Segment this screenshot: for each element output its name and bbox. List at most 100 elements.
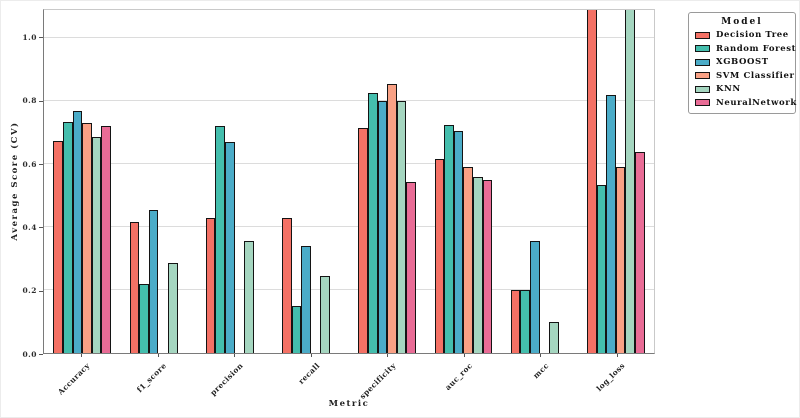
bar-Random Forest-specificity <box>367 93 378 353</box>
bar-XGBOOST-auc_roc <box>453 131 464 353</box>
legend-label: KNN <box>716 84 741 94</box>
bar-slot <box>453 10 464 353</box>
bar-Decision Tree-mcc <box>510 290 521 353</box>
y-tick-label: 0.6 <box>22 159 37 169</box>
legend: Model Decision Tree Random Forest XGBOOST S… <box>688 12 796 114</box>
gridline <box>44 226 654 228</box>
x-tick-label: Accuracy <box>56 361 92 397</box>
y-tick-mark <box>39 164 43 166</box>
bar-slot <box>225 10 235 353</box>
bar-slot <box>235 10 245 353</box>
legend-item-SVM Classifier: SVM Classifier <box>695 71 794 81</box>
bar-Decision Tree-log_loss <box>587 10 597 353</box>
legend-swatch-icon <box>695 45 710 52</box>
bar-slot <box>396 10 407 353</box>
bar-Random Forest-mcc <box>520 290 531 353</box>
bar-SVM Classifier-log_loss <box>615 167 626 353</box>
bar-NeuralNetwork-Accuracy <box>101 126 111 353</box>
bar-slot <box>311 10 321 353</box>
bar-slot <box>82 10 92 353</box>
bar-SVM Classifier-Accuracy <box>82 123 92 353</box>
bar-slot <box>434 10 445 353</box>
gridline <box>44 163 654 165</box>
bar-Random Forest-f1_score <box>139 283 149 353</box>
bar-KNN-specificity <box>396 101 407 353</box>
bar-KNN-recall <box>320 275 331 353</box>
bar-slot <box>158 10 168 353</box>
bar-XGBOOST-precision <box>225 142 235 353</box>
legend-label: NeuralNetwork <box>716 97 797 108</box>
bar-Decision Tree-recall <box>282 217 292 353</box>
y-tick-label: 0.2 <box>22 286 37 296</box>
x-tick-label: precision <box>208 361 245 398</box>
bar-KNN-Accuracy <box>91 137 102 353</box>
legend-item-Random Forest: Random Forest <box>695 44 796 54</box>
bar-slot <box>167 10 178 353</box>
legend-label: Random Forest <box>716 43 797 54</box>
bar-slot <box>472 10 483 353</box>
bar-group-log_loss <box>578 10 654 353</box>
bar-slot <box>482 10 493 353</box>
bar-Decision Tree-precision <box>205 217 216 353</box>
bar-slot <box>367 10 378 353</box>
bar-slot <box>444 10 454 353</box>
legend-label: Decision Tree <box>716 30 789 40</box>
bar-slot <box>606 10 616 353</box>
x-tick-mark <box>616 354 618 357</box>
bar-group-specificity <box>349 10 425 353</box>
legend-swatch-icon <box>695 31 710 39</box>
legend-swatch-icon <box>695 58 710 66</box>
bar-slot <box>625 10 636 353</box>
bar-KNN-f1_score <box>167 263 178 353</box>
y-tick-mark <box>39 37 43 39</box>
bar-KNN-auc_roc <box>472 176 483 353</box>
bar-Decision Tree-auc_roc <box>434 159 445 353</box>
bar-slot <box>53 10 63 353</box>
legend-swatch-icon <box>695 99 710 106</box>
bar-slot <box>530 10 540 353</box>
y-tick-label: 0.0 <box>22 349 37 359</box>
x-tick-label: mcc <box>531 361 551 381</box>
x-tick-label: auc_roc <box>443 361 475 393</box>
bar-Decision Tree-specificity <box>358 128 368 353</box>
gridline <box>44 37 654 39</box>
bar-slot <box>205 10 216 353</box>
bar-slot <box>549 10 559 353</box>
y-tick-label: 1.0 <box>22 32 37 42</box>
x-tick-label: log_loss <box>595 361 628 394</box>
bar-slot <box>520 10 531 353</box>
bar-Random Forest-auc_roc <box>444 124 454 353</box>
bar-NeuralNetwork-auc_roc <box>482 179 493 353</box>
bar-SVM Classifier-specificity <box>387 83 397 353</box>
bar-KNN-mcc <box>549 321 559 353</box>
legend-items: Decision Tree Random Forest XGBOOST SVM Cla… <box>695 30 796 108</box>
bar-slot <box>387 10 397 353</box>
bar-slot <box>178 10 188 353</box>
bar-slot <box>91 10 102 353</box>
y-tick-label: 0.4 <box>22 222 37 232</box>
bar-slot <box>139 10 149 353</box>
legend-item-Decision Tree: Decision Tree <box>695 30 789 40</box>
x-tick-label: recall <box>296 361 322 386</box>
plot-area <box>43 9 655 354</box>
bar-Random Forest-precision <box>215 126 226 353</box>
bar-slot <box>291 10 302 353</box>
legend-item-KNN: KNN <box>695 84 789 94</box>
legend-swatch-icon <box>695 72 710 79</box>
bar-slot <box>596 10 607 353</box>
bar-Decision Tree-Accuracy <box>53 140 63 353</box>
bar-group-mcc <box>502 10 578 353</box>
bar-slot <box>282 10 292 353</box>
legend-label: SVM Classifier <box>716 70 795 81</box>
bar-NeuralNetwork-log_loss <box>635 151 645 353</box>
bar-slot <box>635 10 645 353</box>
x-tick-label: specificity <box>357 361 398 401</box>
x-tick-mark <box>463 354 465 357</box>
bar-slot <box>406 10 416 353</box>
bar-slot <box>215 10 226 353</box>
x-axis-label: Metric <box>328 399 370 409</box>
bar-slot <box>510 10 521 353</box>
bar-XGBOOST-f1_score <box>148 209 159 353</box>
bar-Random Forest-log_loss <box>596 184 607 353</box>
